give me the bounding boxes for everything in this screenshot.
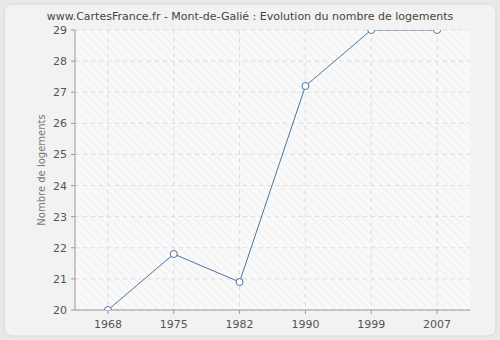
tick-label: 1999 [357, 318, 385, 331]
tick-label: 25 [53, 148, 67, 161]
grid-line [75, 216, 470, 217]
marker [236, 279, 243, 286]
tick-label: 2007 [423, 318, 451, 331]
grid-line [75, 123, 470, 124]
tick [107, 310, 108, 314]
grid-line [305, 30, 306, 310]
tick-label: 20 [53, 304, 67, 317]
tick-label: 22 [53, 242, 67, 255]
chart: 20 21 22 23 24 25 26 27 28 29 1968 1975 1982 1990 1999… [0, 0, 500, 340]
tick [71, 123, 75, 124]
tick [437, 310, 438, 314]
grid-line [75, 61, 470, 62]
plot-area [75, 30, 470, 310]
grid-line [75, 247, 470, 248]
axis-label: Nombre de logements [36, 114, 47, 225]
tick-label: 1990 [291, 318, 319, 331]
tick [371, 310, 372, 314]
title: www.CartesFrance.fr - Mont-de-Galié : Ev… [47, 10, 454, 23]
tick [71, 92, 75, 93]
grid-line [107, 30, 108, 310]
marker [368, 30, 375, 34]
tick [71, 154, 75, 155]
y-axis [75, 30, 76, 310]
tick-label: 29 [53, 24, 67, 37]
panel [4, 4, 496, 336]
tick [71, 310, 75, 311]
marker [170, 251, 177, 258]
grid-line [437, 30, 438, 310]
tick [239, 310, 240, 314]
grid-line [75, 278, 470, 279]
tick [71, 61, 75, 62]
tick-label: 21 [53, 273, 67, 286]
tick-label: 24 [53, 180, 67, 193]
tick-label: 28 [53, 55, 67, 68]
tick [71, 30, 75, 31]
grid-line [173, 30, 174, 310]
marker [104, 307, 111, 311]
tick-label: 1975 [160, 318, 188, 331]
tick [71, 185, 75, 186]
tick [173, 310, 174, 314]
tick [305, 310, 306, 314]
marker [434, 30, 441, 34]
background [0, 0, 500, 340]
tick [71, 247, 75, 248]
x-axis [75, 310, 470, 311]
grid-line [75, 310, 470, 311]
tick [71, 216, 75, 217]
chart-container: 20 21 22 23 24 25 26 27 28 29 1968 1975 1982 1990 1999… [0, 0, 500, 340]
grid-line [75, 154, 470, 155]
marker [302, 83, 309, 90]
grid-line [371, 30, 372, 310]
grid-line [75, 92, 470, 93]
tick [71, 278, 75, 279]
tick-label: 26 [53, 117, 67, 130]
tick-label: 1968 [94, 318, 122, 331]
line [108, 30, 437, 310]
series [104, 30, 440, 310]
grid-line [239, 30, 240, 310]
tick-label: 1982 [226, 318, 254, 331]
tick-label: 27 [53, 86, 67, 99]
tick-label: 23 [53, 211, 67, 224]
